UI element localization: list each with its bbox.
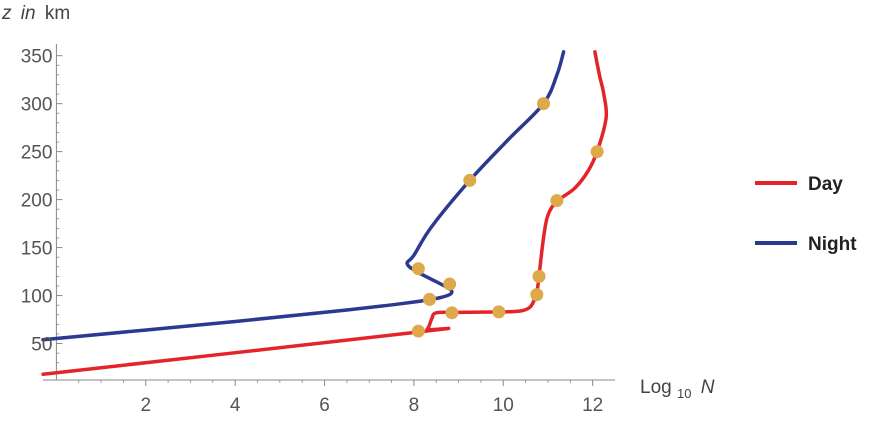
y-tick-label: 200 — [21, 191, 53, 212]
x-axis-label: Log 10 N — [640, 377, 715, 403]
y-tick-label: 150 — [21, 239, 53, 260]
legend-label-day: Day — [808, 174, 843, 195]
data-point-day — [550, 194, 564, 208]
x-axis-prefix: Log — [640, 377, 672, 398]
data-point-night — [423, 292, 437, 306]
markers-group — [411, 97, 604, 338]
y-tick-label: 100 — [21, 287, 53, 308]
data-point-day — [530, 288, 544, 302]
axes — [43, 44, 615, 386]
x-tick-label: 6 — [319, 395, 330, 416]
x-tick-label: 10 — [493, 395, 514, 416]
x-tick-label: 4 — [230, 395, 241, 416]
series-group — [41, 50, 609, 376]
x-axis-subscript: 10 — [677, 386, 691, 401]
tick-labels: 2 4 6 8 10 12 50 100 150 200 250 300 350 — [21, 47, 604, 416]
legend: Day Night — [755, 174, 857, 255]
data-point-day — [590, 145, 604, 159]
series-line-day — [41, 50, 609, 376]
data-point-night — [443, 277, 457, 291]
data-point-day — [532, 269, 546, 283]
series-line-night — [41, 50, 566, 342]
data-point-day — [492, 305, 506, 319]
x-tick-label: 2 — [140, 395, 151, 416]
legend-item-day: Day — [755, 174, 843, 195]
data-point-night — [411, 262, 425, 276]
y-tick-label: 250 — [21, 143, 53, 164]
y-tick-label: 50 — [31, 335, 52, 356]
data-point-day — [411, 324, 425, 338]
x-axis-var: N — [701, 377, 715, 398]
y-axis-unit: km — [45, 3, 70, 24]
x-tick-label: 8 — [409, 395, 420, 416]
data-point-night — [537, 97, 550, 111]
x-tick-label: 12 — [582, 395, 603, 416]
y-axis-var: z — [1, 3, 12, 24]
legend-label-night: Night — [808, 234, 857, 255]
y-tick-label: 350 — [21, 47, 53, 68]
y-axis-in: in — [21, 3, 36, 24]
data-point-night — [463, 173, 477, 187]
y-tick-label: 300 — [21, 95, 53, 116]
legend-item-night: Night — [755, 234, 857, 255]
data-point-day — [445, 306, 459, 320]
y-axis-label: z in km — [1, 3, 70, 24]
